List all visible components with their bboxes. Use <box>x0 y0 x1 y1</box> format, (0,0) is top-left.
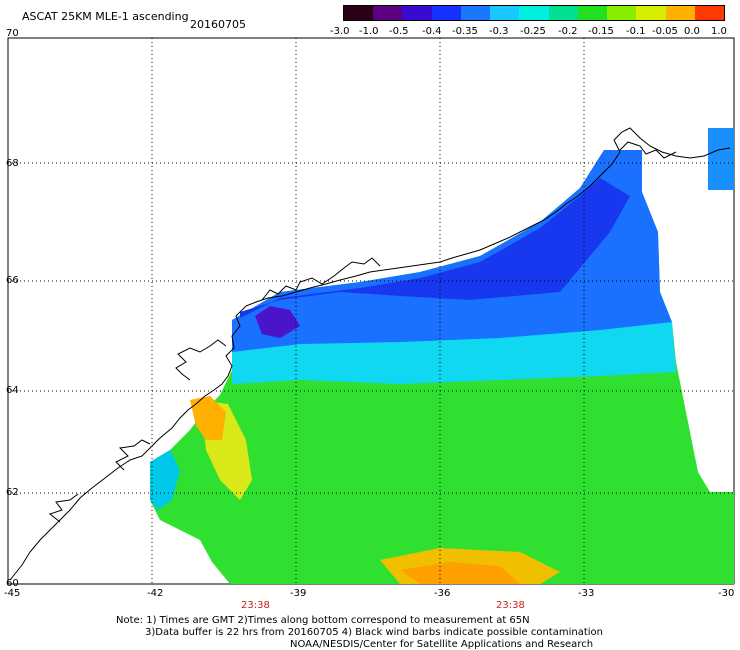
colorbar-label: -0.5 <box>389 26 409 37</box>
colorbar-label: -0.2 <box>558 26 578 37</box>
lon-label: -42 <box>147 588 164 599</box>
coastline <box>9 127 731 581</box>
field-east-strip <box>708 128 734 190</box>
note-line: 3)Data buffer is 22 hrs from 20160705 4)… <box>145 627 603 638</box>
colorbar-swatch <box>402 6 432 20</box>
lon-label: -45 <box>4 588 21 599</box>
colorbar-swatch <box>548 6 578 20</box>
map-date: 20160705 <box>190 18 246 31</box>
field-orange-south <box>400 562 520 584</box>
colorbar-label: -0.35 <box>452 26 478 37</box>
colorbar-swatch <box>607 6 637 20</box>
coast-detail <box>175 339 227 381</box>
field-orange <box>190 396 226 440</box>
colorbar-swatch <box>373 6 403 20</box>
colorbar-label: -0.4 <box>422 26 442 37</box>
coast-detail <box>48 493 79 523</box>
field-cyan-west <box>150 450 180 510</box>
colorbar-swatch <box>519 6 549 20</box>
lat-label: 64 <box>6 385 19 396</box>
colorbar-label: -0.1 <box>626 26 646 37</box>
lon-label: -33 <box>578 588 595 599</box>
colorbar-label: 0.0 <box>684 26 700 37</box>
pass-time: 23:38 <box>496 600 525 611</box>
colorbar-label: -0.25 <box>520 26 546 37</box>
lat-label: 68 <box>6 158 19 169</box>
colorbar-labels: -3.0 -1.0 -0.5 -0.4 -0.35 -0.3 -0.25 -0.… <box>330 26 730 38</box>
colorbar-label: -0.3 <box>489 26 509 37</box>
field-violet <box>255 306 300 338</box>
colorbar-swatch <box>636 6 666 20</box>
note-line: Note: 1) Times are GMT 2)Times along bot… <box>116 615 530 626</box>
coast-detail <box>619 141 677 159</box>
colorbar-swatch <box>577 6 608 20</box>
lat-label: 60 <box>6 578 19 589</box>
field-deepblue <box>240 178 630 318</box>
colorbar-swatch <box>344 6 374 20</box>
map-title: ASCAT 25KM MLE-1 ascending <box>22 10 189 23</box>
lat-label: 62 <box>6 487 19 498</box>
colorbar-label: -0.05 <box>652 26 678 37</box>
greenland-coast <box>9 127 731 581</box>
colorbar-swatch <box>431 6 461 20</box>
pass-time: 23:38 <box>241 600 270 611</box>
colorbar-label: -1.0 <box>359 26 379 37</box>
field-blue <box>232 150 672 352</box>
colorbar-label: -3.0 <box>330 26 350 37</box>
coast-detail <box>115 439 151 471</box>
data-field <box>150 128 734 584</box>
colorbar-swatch <box>490 6 520 20</box>
colorbar-label: -0.15 <box>588 26 614 37</box>
colorbar-swatch <box>665 6 695 20</box>
lat-label: 66 <box>6 275 19 286</box>
lon-label: -30 <box>718 588 735 599</box>
lat-label: 70 <box>6 28 19 39</box>
colorbar <box>343 5 725 21</box>
colorbar-swatch <box>694 6 725 20</box>
lon-label: -39 <box>290 588 307 599</box>
coast-detail <box>261 257 381 301</box>
colorbar-label: 1.0 <box>711 26 727 37</box>
colorbar-swatch <box>460 6 491 20</box>
note-line: NOAA/NESDIS/Center for Satellite Applica… <box>290 639 594 650</box>
lon-label: -36 <box>434 588 451 599</box>
